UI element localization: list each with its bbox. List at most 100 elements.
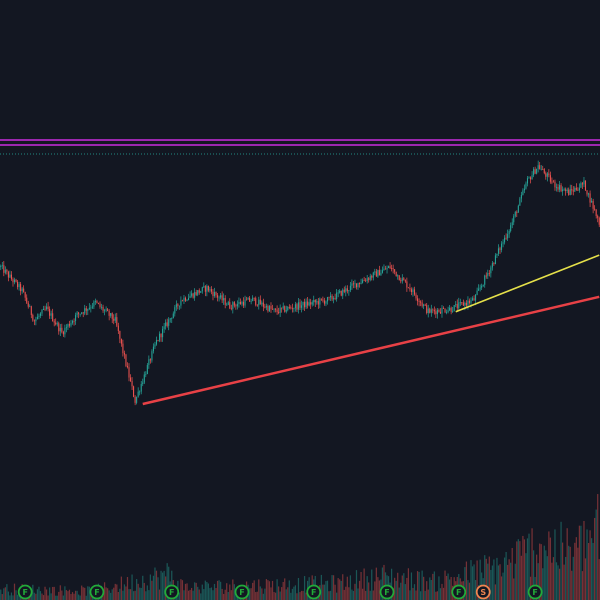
candle-body xyxy=(58,323,60,332)
candle-body xyxy=(331,295,333,300)
volume-bar xyxy=(296,593,298,600)
candle-body xyxy=(18,284,20,288)
volume-bar xyxy=(513,578,515,600)
volume-bar xyxy=(536,554,538,600)
candle-body xyxy=(122,343,124,354)
candle-body xyxy=(6,269,8,272)
volume-bar xyxy=(597,494,599,600)
volume-bar xyxy=(120,576,122,600)
candle-body xyxy=(543,169,545,174)
drawing-layer xyxy=(0,139,600,406)
candle-body xyxy=(479,287,481,289)
volume-bar xyxy=(76,590,78,600)
volume-bar xyxy=(146,585,148,600)
volume-bar xyxy=(142,575,144,600)
candle-body xyxy=(276,309,278,312)
candle-body xyxy=(64,327,66,335)
volume-bar xyxy=(336,592,338,600)
candle-body xyxy=(134,396,136,403)
candle-body xyxy=(125,354,127,367)
volume-bar xyxy=(546,556,548,600)
volume-bar xyxy=(430,579,432,600)
candle-body xyxy=(484,275,486,285)
volume-bar xyxy=(253,580,255,600)
candle-body xyxy=(256,304,258,306)
candle-body xyxy=(507,234,509,239)
candle-body xyxy=(485,275,487,277)
volume-bar xyxy=(88,586,90,600)
candle-body xyxy=(148,359,150,366)
candle-body xyxy=(325,301,327,304)
volume-bar xyxy=(594,517,596,600)
volume-bar xyxy=(84,587,86,600)
candle-body xyxy=(391,268,393,269)
volume-bar xyxy=(116,584,118,600)
candle-body xyxy=(465,302,467,306)
candle-body xyxy=(430,309,432,313)
volume-bar xyxy=(555,562,558,600)
candle-body xyxy=(29,306,31,308)
candle-body xyxy=(415,294,417,299)
volume-bar xyxy=(305,592,307,600)
volume-bar xyxy=(531,528,533,600)
volume-bar xyxy=(230,590,232,600)
candle-body xyxy=(410,289,412,293)
candle-body xyxy=(189,295,191,298)
candle-body xyxy=(580,183,582,188)
candle-body xyxy=(265,306,267,308)
candle-body xyxy=(166,322,168,326)
candle-body xyxy=(592,200,594,209)
volume-bar xyxy=(268,581,271,600)
candle-body xyxy=(65,327,67,329)
volume-bar xyxy=(183,590,185,600)
event-marker-label: S xyxy=(480,588,486,597)
volume-bar xyxy=(151,580,153,600)
candle-body xyxy=(215,292,217,296)
candle-body xyxy=(128,367,130,378)
candle-body xyxy=(323,300,325,304)
volume-bar xyxy=(433,571,435,600)
candle-body xyxy=(371,276,373,278)
candle-body xyxy=(78,312,80,314)
candle-body xyxy=(514,212,516,217)
candle-body xyxy=(9,274,11,278)
candle-body xyxy=(394,269,396,272)
candle-body xyxy=(354,283,356,285)
candle-body xyxy=(359,282,361,284)
candle-body xyxy=(449,307,451,311)
candle-body xyxy=(418,301,420,302)
volume-bar xyxy=(525,553,527,600)
volume-bar xyxy=(572,556,574,600)
volume-bar xyxy=(281,587,283,600)
volume-bar xyxy=(349,575,351,600)
volume-bar xyxy=(291,588,293,600)
event-marker-label: F xyxy=(384,588,389,597)
volume-bar xyxy=(32,584,34,600)
candle-body xyxy=(349,285,351,291)
candle-body xyxy=(493,263,495,265)
candle-body xyxy=(70,323,72,326)
candle-body xyxy=(278,311,280,313)
volume-bar xyxy=(400,582,402,600)
volume-bar xyxy=(549,537,551,600)
candle-body xyxy=(534,169,536,174)
volume-bar xyxy=(346,576,348,600)
candle-body xyxy=(508,230,510,235)
candle-body xyxy=(487,273,489,276)
candle-body xyxy=(511,222,513,226)
volume-bar xyxy=(566,528,568,600)
volume-bar xyxy=(413,584,416,600)
candle-body xyxy=(305,301,307,308)
candle-body xyxy=(252,297,254,302)
volume-bar xyxy=(426,581,428,600)
candle-body xyxy=(36,316,38,320)
volume-bar xyxy=(108,590,110,600)
candle-body xyxy=(352,283,354,285)
volume-bar xyxy=(113,587,115,600)
candle-body xyxy=(186,299,188,301)
event-marker-label: F xyxy=(94,588,99,597)
candle-body xyxy=(114,317,116,321)
candle-body xyxy=(206,285,208,292)
volume-bar xyxy=(123,584,126,600)
